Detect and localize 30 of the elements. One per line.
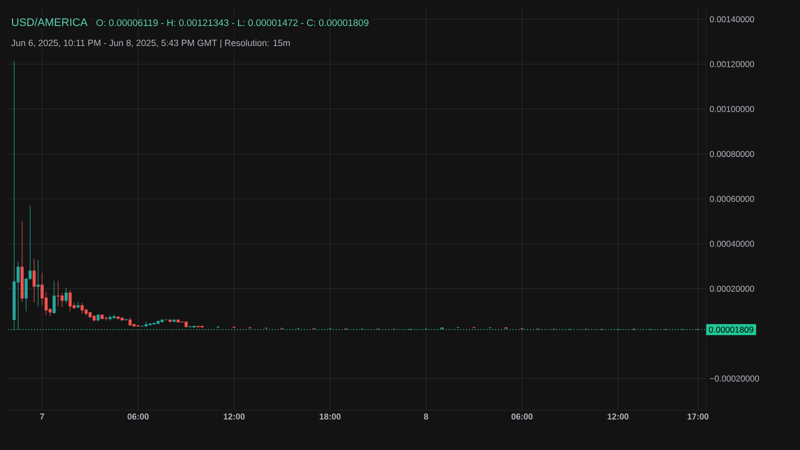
candlestick <box>36 259 40 307</box>
x-tick-label: 12:00 <box>224 414 245 420</box>
y-tick-label: 0.00140000 <box>710 16 754 22</box>
y-tick-label: 0.00020000 <box>710 286 754 292</box>
x-tick-label: 18:00 <box>320 414 341 420</box>
y-tick-label: 0.00080000 <box>710 150 754 157</box>
candlestick <box>68 289 72 312</box>
x-tick-label: 8 <box>424 414 428 420</box>
x-tick-label: 06:00 <box>512 414 533 420</box>
text: USD/AMERICA <box>12 18 88 26</box>
x-tick-label: 7 <box>40 414 44 420</box>
y-tick-label: 0.00060000 <box>710 196 754 202</box>
candlestick <box>52 280 56 314</box>
y-tick-label: 0.00120000 <box>710 61 754 68</box>
annotation: O: 0.00006119 - H: 0.00121343 - L: 0.00001472 - C: 0.00001809 <box>96 19 368 26</box>
candlestick <box>40 272 44 306</box>
x-tick-label: 17:00 <box>688 414 709 420</box>
candlestick <box>32 258 36 303</box>
y-tick-label: −0.00020000 <box>710 376 760 382</box>
candlestick <box>60 292 64 308</box>
ref-line-label: 0.00001809 <box>709 326 754 333</box>
candlestick <box>16 261 20 330</box>
candlestick <box>80 302 84 314</box>
y-tick-label: 0.00040000 <box>710 240 754 247</box>
candlestick <box>64 287 68 304</box>
candlestick <box>56 280 60 307</box>
x-tick-label: 06:00 <box>128 414 149 420</box>
y-tick-label: 0.00100000 <box>710 106 754 112</box>
x-tick-label: 12:00 <box>608 414 629 420</box>
text: Jun 6, 2025, 10:11 PM - Jun 8, 2025, 5:43 PM GMT | Resolution: 15m <box>11 39 290 48</box>
